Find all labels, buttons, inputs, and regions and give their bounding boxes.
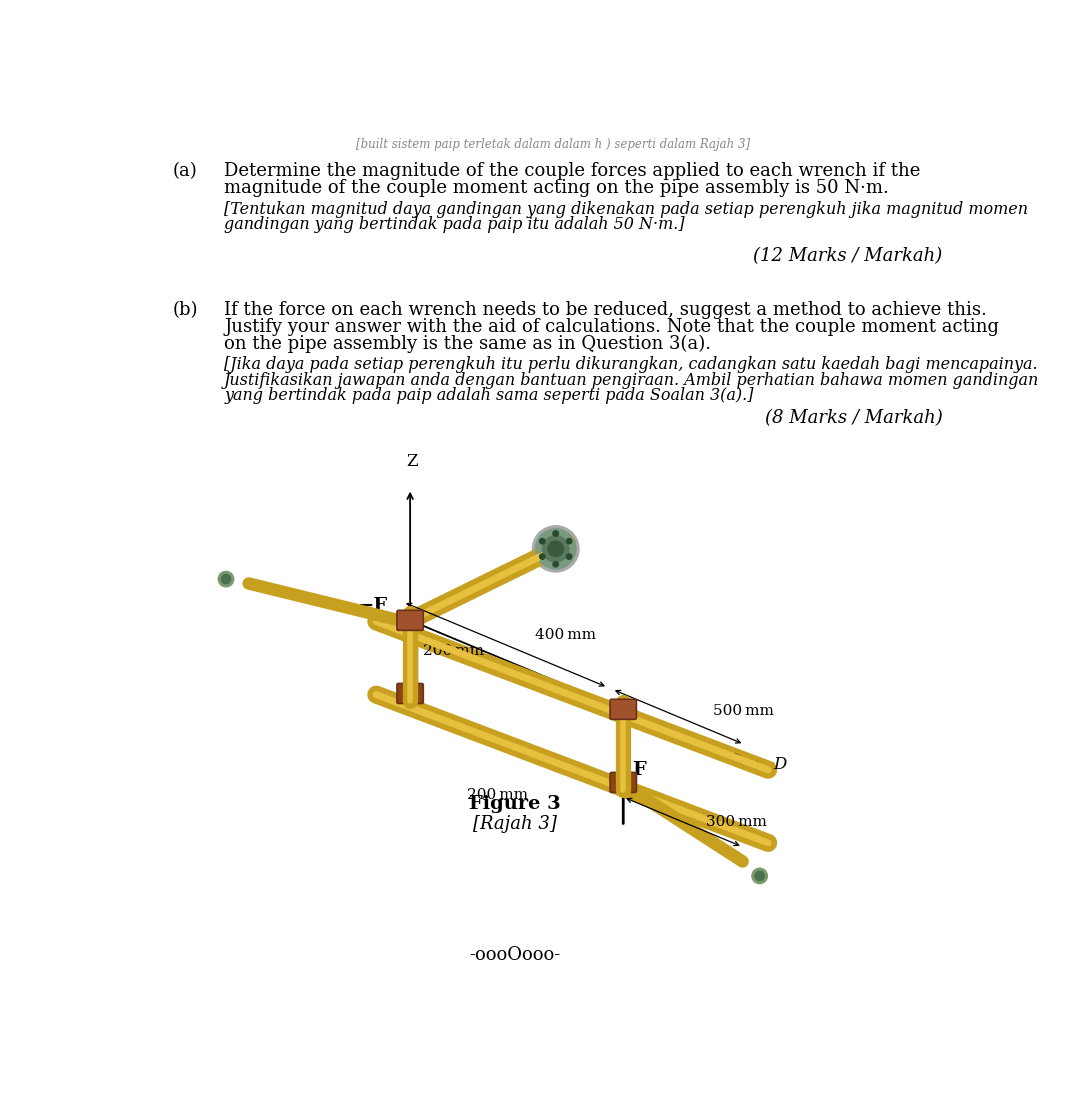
Text: D: D (773, 756, 786, 773)
Text: -oooOooo-: -oooOooo- (469, 946, 561, 964)
Circle shape (553, 531, 558, 537)
Text: magnitude of the couple moment acting on the pipe assembly is 50 N·m.: magnitude of the couple moment acting on… (225, 180, 889, 197)
Circle shape (540, 554, 545, 560)
Text: [Tentukan magnitud daya gandingan yang dikenakan pada setiap perengkuh jika magn: [Tentukan magnitud daya gandingan yang d… (225, 200, 1028, 218)
Circle shape (540, 539, 545, 544)
Circle shape (548, 541, 564, 556)
FancyBboxPatch shape (610, 772, 636, 793)
Circle shape (553, 562, 558, 567)
Text: (b): (b) (172, 301, 198, 319)
Text: 200 mm: 200 mm (467, 788, 528, 802)
Text: Determine the magnitude of the couple forces applied to each wrench if the: Determine the magnitude of the couple fo… (225, 162, 920, 181)
Text: on the pipe assembly is the same as in Question 3(a).: on the pipe assembly is the same as in Q… (225, 335, 712, 353)
Text: If the force on each wrench needs to be reduced, suggest a method to achieve thi: If the force on each wrench needs to be … (225, 301, 987, 319)
Text: (8 Marks / Markah): (8 Marks / Markah) (765, 408, 943, 427)
Text: 400 mm: 400 mm (535, 629, 596, 643)
FancyBboxPatch shape (610, 700, 636, 719)
Text: F: F (633, 761, 646, 779)
Circle shape (542, 535, 569, 562)
Text: 200 mm: 200 mm (423, 644, 484, 658)
Circle shape (221, 575, 231, 584)
Text: gandingan yang bertindak pada paip itu adalah 50 N·m.]: gandingan yang bertindak pada paip itu a… (225, 216, 685, 233)
FancyBboxPatch shape (397, 610, 423, 631)
Text: [built sistem paip terletak dalam dalam h ) seperti dalam Rajah 3]: [built sistem paip terletak dalam dalam … (356, 138, 751, 150)
Text: −F: −F (359, 597, 389, 614)
Text: yang bertindak pada paip adalah sama seperti pada Soalan 3(a).]: yang bertindak pada paip adalah sama sep… (225, 387, 754, 404)
FancyBboxPatch shape (397, 683, 423, 703)
Text: 500 mm: 500 mm (713, 704, 774, 717)
Circle shape (566, 539, 571, 544)
Text: [Rajah 3]: [Rajah 3] (473, 815, 556, 833)
Text: x: x (554, 534, 563, 552)
Circle shape (218, 572, 233, 587)
Circle shape (755, 872, 765, 880)
Text: [Jika daya pada setiap perengkuh itu perlu dikurangkan, cadangkan satu kaedah ba: [Jika daya pada setiap perengkuh itu per… (225, 356, 1038, 373)
Circle shape (752, 868, 768, 884)
Text: 300 mm: 300 mm (706, 815, 767, 829)
Circle shape (566, 554, 571, 560)
Text: Justifikasikan jawapan anda dengan bantuan pengiraan. Ambil perhatian bahawa mom: Justifikasikan jawapan anda dengan bantu… (225, 371, 1039, 389)
Text: y: y (764, 758, 773, 774)
Text: Justify your answer with the aid of calculations. Note that the couple moment ac: Justify your answer with the aid of calc… (225, 318, 999, 336)
Text: Figure 3: Figure 3 (469, 795, 561, 814)
Circle shape (536, 529, 576, 569)
Text: Z: Z (406, 453, 418, 471)
Circle shape (532, 526, 579, 572)
Text: (a): (a) (172, 162, 197, 181)
Text: (12 Marks / Markah): (12 Marks / Markah) (754, 246, 943, 265)
